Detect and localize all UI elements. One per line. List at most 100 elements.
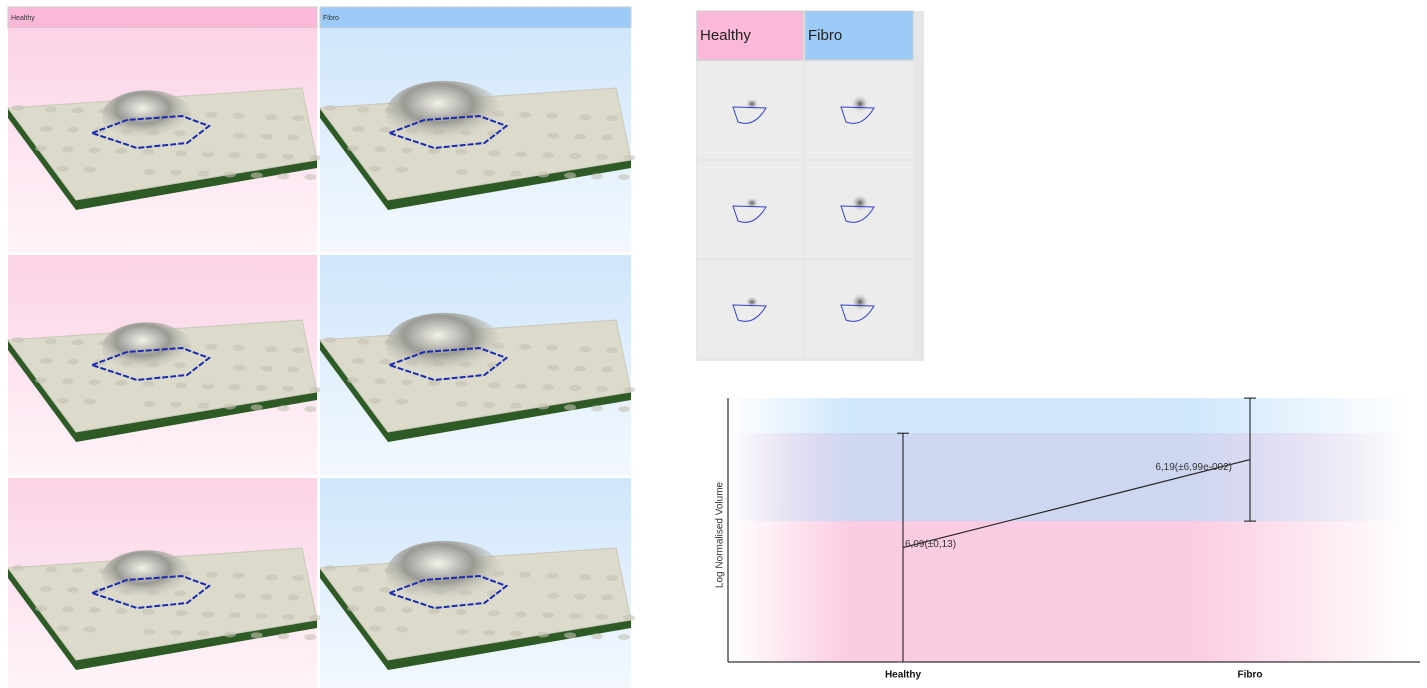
surface-bump — [606, 575, 618, 581]
surface-bump — [144, 629, 156, 635]
gel-spot — [851, 95, 869, 113]
surface-bump — [84, 166, 96, 172]
surface-bump — [309, 155, 321, 161]
gel-panel: Healthy Fibro — [696, 11, 924, 361]
surface-bump — [396, 398, 408, 404]
surface-bump — [282, 386, 294, 392]
surface-bump — [206, 572, 218, 578]
surface-bump — [483, 170, 495, 176]
surface-bump — [72, 107, 84, 113]
surface-bump — [67, 587, 79, 593]
surface-bump — [488, 610, 500, 616]
surface-bump — [401, 379, 413, 385]
surface-bump — [357, 107, 369, 113]
surface-bump — [265, 574, 277, 580]
surface-bump — [374, 378, 386, 384]
surface-bump — [537, 404, 549, 410]
surface-bump — [57, 626, 69, 632]
surface-bump — [142, 381, 154, 387]
surface-bump — [67, 127, 79, 133]
surface-bump — [45, 107, 57, 113]
surface-bump — [256, 613, 268, 619]
surface-bump — [261, 366, 273, 372]
surface-bump — [261, 134, 273, 140]
surface-bump — [546, 345, 558, 351]
surface-bump — [12, 337, 24, 343]
surface-bump — [57, 166, 69, 172]
surface-bump — [197, 631, 209, 637]
value-label: 6,09(±0,13) — [905, 539, 956, 550]
value-label: 6,19(±6,99e-002) — [1155, 462, 1232, 473]
surface-bump — [596, 386, 608, 392]
surface-bump — [45, 339, 57, 345]
surface-bump — [304, 174, 316, 180]
surface-bump — [251, 172, 263, 178]
gel-spot — [851, 293, 869, 311]
surface-bump — [574, 134, 586, 140]
surface-bump — [542, 384, 554, 390]
surface-bump — [324, 105, 336, 111]
surface-bump — [40, 358, 52, 364]
surface-bump — [89, 379, 101, 385]
surface-bump — [229, 612, 241, 618]
surface-bump — [352, 358, 364, 364]
surface-bump — [287, 366, 299, 372]
surface-bump — [591, 405, 603, 411]
page: {"panels_3d": {"headers": ["Healthy", "F… — [0, 0, 1427, 688]
surface-bump — [309, 615, 321, 621]
surface-bump — [202, 151, 214, 157]
surface-bump — [35, 605, 47, 611]
surface-bump — [115, 380, 127, 386]
surface-bump — [115, 608, 127, 614]
surface-bump — [537, 632, 549, 638]
surface-bump — [202, 383, 214, 389]
surface-bump — [515, 611, 527, 617]
surface-bump — [282, 614, 294, 620]
surface-bump — [265, 114, 277, 120]
surface-bump — [606, 347, 618, 353]
surface-plot — [8, 255, 321, 475]
surface-bump — [142, 609, 154, 615]
surface-bump — [202, 611, 214, 617]
gel-cell — [697, 62, 803, 159]
surface-bump — [357, 567, 369, 573]
surface-bump — [428, 148, 440, 154]
surface-bump — [547, 133, 559, 139]
surface-bump — [591, 633, 603, 639]
surface-bump — [519, 344, 531, 350]
surface-bump — [579, 574, 591, 580]
surface-bump — [456, 169, 468, 175]
surface-bump — [324, 337, 336, 343]
surface-bump — [569, 385, 581, 391]
surface-bump — [579, 346, 591, 352]
surface-bump — [546, 113, 558, 119]
surface-bump — [67, 359, 79, 365]
surface-bump — [224, 632, 236, 638]
surface-bump — [224, 404, 236, 410]
surface-bump — [229, 152, 241, 158]
surface-bump — [170, 402, 182, 408]
surface-bump — [197, 171, 209, 177]
surface-bump — [347, 605, 359, 611]
surface-bump — [251, 632, 263, 638]
surface-bump — [229, 384, 241, 390]
surface-bump — [574, 366, 586, 372]
surface-bump — [547, 365, 559, 371]
surface-bump — [292, 575, 304, 581]
surface-bump — [564, 172, 576, 178]
surface-bump — [84, 398, 96, 404]
surface-bump — [401, 607, 413, 613]
surface-bump — [428, 380, 440, 386]
surface-bump — [546, 573, 558, 579]
surface-bump — [287, 594, 299, 600]
surface-bump — [428, 608, 440, 614]
surface-bump — [12, 105, 24, 111]
header-label: Fibro — [323, 15, 339, 22]
surface-plot — [8, 28, 321, 252]
surface-bump — [379, 587, 391, 593]
header — [320, 7, 631, 28]
surface-bump — [170, 170, 182, 176]
surface-bump — [401, 147, 413, 153]
surface-bump — [601, 366, 613, 372]
